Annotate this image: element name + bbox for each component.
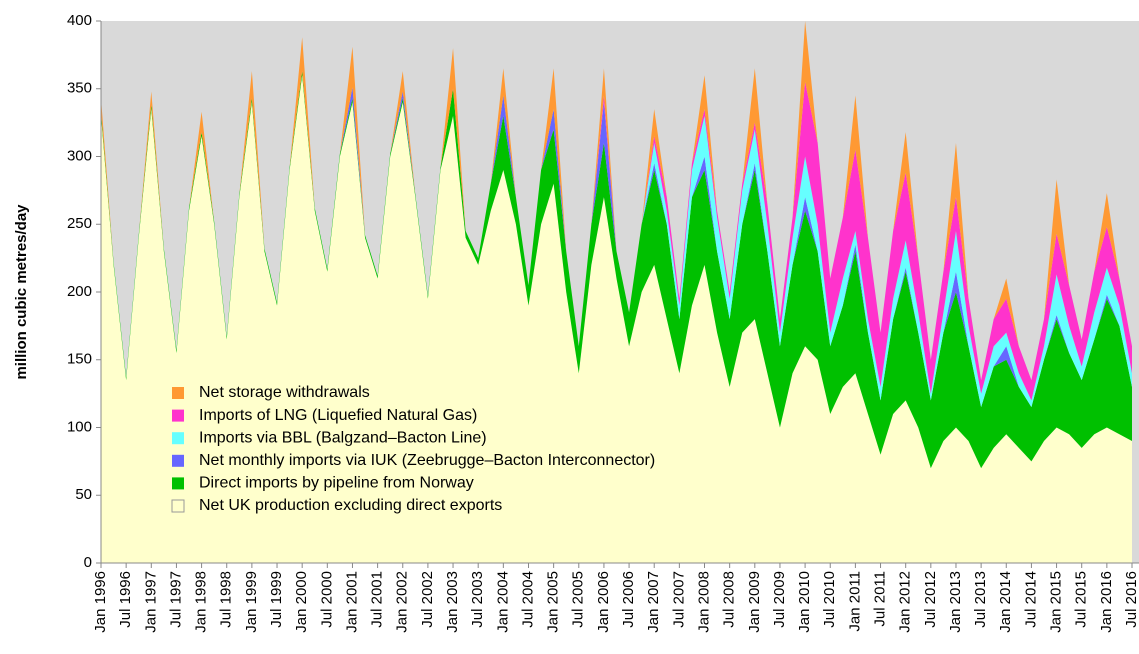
legend-label: Net UK production excluding direct expor… <box>199 497 502 514</box>
x-tick-label: Jan 2005 <box>545 571 562 633</box>
x-tick-label: Jul 2005 <box>570 571 587 628</box>
legend-swatch <box>172 477 184 490</box>
x-tick-label: Jan 2002 <box>394 571 411 633</box>
area <box>101 75 1132 563</box>
x-tick-label: Jul 2007 <box>670 571 687 628</box>
x-tick-label: Jan 2009 <box>746 571 763 633</box>
x-tick-label: Jul 2009 <box>771 571 788 628</box>
y-tick-label: 300 <box>67 147 92 164</box>
x-tick-label: Jan 2000 <box>293 571 310 633</box>
legend-swatch <box>172 432 184 445</box>
x-tick-label: Jan 2010 <box>796 571 813 633</box>
legend-label: Imports via BBL (Balgzand–Bacton Line) <box>199 429 487 446</box>
x-tick-label: Jan 2015 <box>1048 571 1065 633</box>
x-tick-label: Jul 2015 <box>1073 571 1090 628</box>
y-tick-label: 400 <box>67 12 92 29</box>
y-tick-label: 50 <box>75 486 92 503</box>
x-tick-label: Jul 2002 <box>419 571 436 628</box>
x-tick-label: Jul 2016 <box>1123 571 1139 628</box>
x-tick-label: Jan 2008 <box>695 571 712 633</box>
x-tick-label: Jul 2010 <box>821 571 838 628</box>
x-tick-label: Jul 2011 <box>872 571 889 627</box>
x-tick-label: Jul 1999 <box>268 571 285 628</box>
area <box>101 71 1132 469</box>
y-tick-label: 350 <box>67 80 92 97</box>
x-tick-label: Jul 2001 <box>369 571 386 628</box>
x-tick-label: Jan 2014 <box>997 571 1014 633</box>
x-tick-label: Jan 2012 <box>897 571 914 633</box>
x-tick-label: Jul 2012 <box>922 571 939 628</box>
y-axis-label: million cubic metres/day <box>13 204 30 380</box>
x-tick-label: Jul 2013 <box>972 571 989 628</box>
y-tick-label: 100 <box>67 418 92 435</box>
legend-swatch <box>172 409 184 422</box>
x-tick-label: Jul 2004 <box>519 571 536 628</box>
x-tick-label: Jul 2000 <box>318 571 335 628</box>
x-tick-label: Jan 2011 <box>846 571 863 632</box>
x-tick-label: Jan 2016 <box>1098 571 1115 633</box>
legend-swatch <box>172 387 184 399</box>
x-tick-label: Jul 1998 <box>218 571 235 628</box>
x-tick-label: Jan 1999 <box>243 571 260 633</box>
x-tick-label: Jul 2006 <box>620 571 637 628</box>
x-tick-label: Jan 2004 <box>494 571 511 633</box>
legend-label: Direct imports by pipeline from Norway <box>199 475 474 492</box>
legend-swatch <box>171 499 185 513</box>
legend-label: Net monthly imports via IUK (Zeebrugge–B… <box>199 452 655 469</box>
x-tick-label: Jan 2006 <box>595 571 612 633</box>
legend-label: Imports of LNG (Liquefied Natural Gas) <box>199 407 477 424</box>
legend-swatch <box>172 454 184 467</box>
x-tick-label: Jan 2013 <box>947 571 964 633</box>
y-tick-label: 150 <box>67 351 92 368</box>
x-tick-label: Jan 1998 <box>193 571 210 633</box>
x-tick-label: Jan 1997 <box>142 571 159 633</box>
x-tick-label: Jan 2007 <box>645 571 662 633</box>
x-tick-label: Jan 2003 <box>444 571 461 633</box>
x-tick-label: Jul 2014 <box>1022 571 1039 628</box>
x-tick-label: Jul 1997 <box>167 571 184 628</box>
x-tick-label: Jan 2001 <box>343 571 360 633</box>
area <box>101 71 1132 401</box>
y-tick-label: 0 <box>84 554 92 571</box>
x-tick-label: Jul 2008 <box>721 571 738 628</box>
x-tick-label: Jul 1996 <box>117 571 134 628</box>
x-tick-label: Jan 1996 <box>92 571 109 633</box>
legend-label: Net storage withdrawals <box>199 384 370 401</box>
x-tick-label: Jul 2003 <box>469 571 486 628</box>
y-tick-label: 200 <box>67 283 92 300</box>
y-tick-label: 250 <box>67 215 92 232</box>
